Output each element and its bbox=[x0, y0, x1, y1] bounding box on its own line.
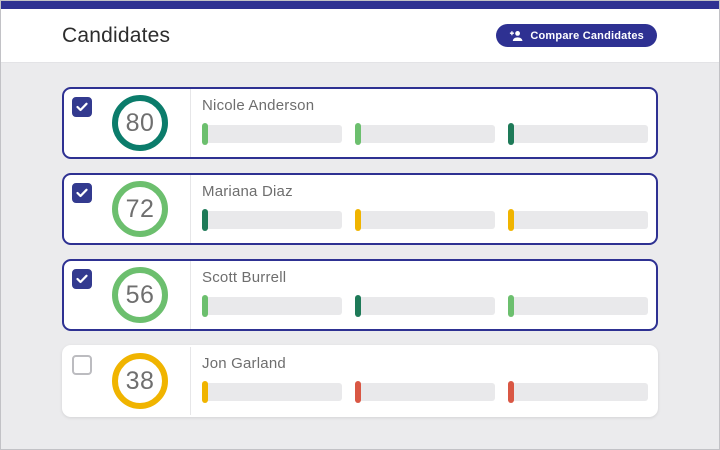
score-ring: 38 bbox=[112, 353, 168, 409]
bar-marker bbox=[355, 295, 361, 317]
candidate-card[interactable]: 72 Mariana Diaz bbox=[62, 173, 658, 245]
checkmark-icon bbox=[76, 102, 88, 112]
bar-marker bbox=[202, 123, 208, 145]
bar-marker bbox=[355, 123, 361, 145]
page-title: Candidates bbox=[62, 23, 171, 47]
candidate-checkbox[interactable] bbox=[72, 269, 92, 289]
checkmark-icon bbox=[76, 274, 88, 284]
score-value: 80 bbox=[125, 108, 155, 137]
candidate-checkbox[interactable] bbox=[72, 183, 92, 203]
compare-candidates-button[interactable]: Compare Candidates bbox=[496, 24, 657, 47]
bar-marker bbox=[202, 209, 208, 231]
bar-marker bbox=[508, 123, 514, 145]
bar-marker bbox=[202, 381, 208, 403]
candidate-name: Scott Burrell bbox=[202, 269, 287, 286]
page-header: Candidates Compare Candidates bbox=[1, 9, 719, 63]
score-bar bbox=[508, 295, 648, 317]
score-bar bbox=[355, 123, 495, 145]
score-bar bbox=[508, 123, 648, 145]
score-bars bbox=[202, 123, 648, 145]
bar-marker bbox=[508, 295, 514, 317]
candidate-name: Mariana Diaz bbox=[202, 183, 293, 200]
score-ring: 80 bbox=[112, 95, 168, 151]
score-ring: 72 bbox=[112, 181, 168, 237]
top-accent-bar bbox=[1, 1, 719, 9]
bar-marker bbox=[355, 209, 361, 231]
checkmark-icon bbox=[76, 188, 88, 198]
bar-marker bbox=[508, 209, 514, 231]
score-bar bbox=[202, 123, 342, 145]
score-value: 72 bbox=[125, 194, 155, 223]
score-bars bbox=[202, 381, 648, 403]
score-bar bbox=[355, 209, 495, 231]
score-bars bbox=[202, 295, 648, 317]
candidate-details: Jon Garland bbox=[191, 347, 660, 415]
score-bar bbox=[355, 381, 495, 403]
candidate-score-section: 38 bbox=[64, 347, 191, 415]
score-bar bbox=[508, 209, 648, 231]
score-bar bbox=[508, 381, 648, 403]
candidate-card[interactable]: 56 Scott Burrell bbox=[62, 259, 658, 331]
compare-candidates-label: Compare Candidates bbox=[530, 29, 644, 42]
candidate-name: Jon Garland bbox=[202, 355, 286, 372]
candidate-score-section: 80 bbox=[64, 89, 191, 157]
candidate-list: 80 Nicole Anderson 72 Mariana Diaz bbox=[1, 63, 719, 417]
candidate-card[interactable]: 80 Nicole Anderson bbox=[62, 87, 658, 159]
candidate-checkbox[interactable] bbox=[72, 355, 92, 375]
bar-marker bbox=[508, 381, 514, 403]
score-bars bbox=[202, 209, 648, 231]
bar-marker bbox=[355, 381, 361, 403]
candidate-details: Scott Burrell bbox=[191, 261, 660, 329]
person-add-icon bbox=[510, 30, 523, 41]
candidate-card[interactable]: 38 Jon Garland bbox=[62, 345, 658, 417]
candidate-checkbox[interactable] bbox=[72, 97, 92, 117]
candidate-name: Nicole Anderson bbox=[202, 97, 315, 114]
candidate-score-section: 56 bbox=[64, 261, 191, 329]
candidate-details: Mariana Diaz bbox=[191, 175, 660, 243]
score-value: 56 bbox=[125, 280, 155, 309]
bar-marker bbox=[202, 295, 208, 317]
score-bar bbox=[202, 295, 342, 317]
score-value: 38 bbox=[125, 366, 155, 395]
candidate-score-section: 72 bbox=[64, 175, 191, 243]
candidate-details: Nicole Anderson bbox=[191, 89, 660, 157]
score-bar bbox=[202, 381, 342, 403]
score-bar bbox=[202, 209, 342, 231]
score-bar bbox=[355, 295, 495, 317]
score-ring: 56 bbox=[112, 267, 168, 323]
